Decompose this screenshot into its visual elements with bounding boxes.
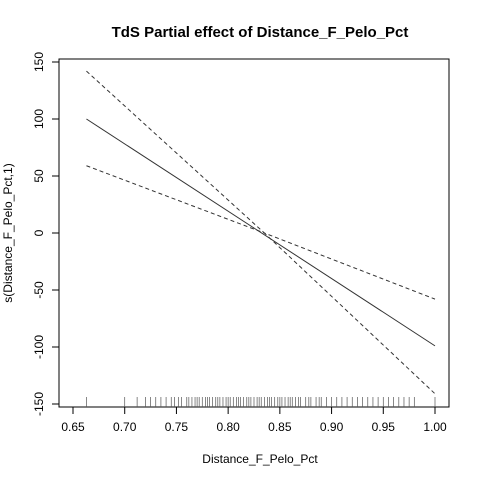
fit-line [86,118,436,347]
lower-line [86,165,436,395]
x-tick-label: 0.80 [216,420,240,434]
y-tick-label: 0 [32,229,46,236]
x-tick-label: 0.75 [165,420,189,434]
y-tick-label: 150 [32,52,46,72]
y-tick-label: -50 [32,281,46,299]
series-lines [86,70,436,395]
y-axis-label: s(Distance_F_Pelo_Pct,1) [1,163,15,302]
rug-marks [86,397,436,407]
x-tick-label: 1.00 [423,420,447,434]
y-tick-label: -100 [32,335,46,359]
plot-frame [58,58,450,408]
y-tick-label: 50 [32,169,46,183]
x-axis: 0.65 0.70 0.75 0.80 0.85 0.90 0.95 1.00 [61,406,447,434]
chart-title: TdS Partial effect of Distance_F_Pelo_Pc… [112,24,409,41]
y-axis: -150 -100 -50 0 50 100 150 [32,52,60,416]
y-tick-label: -150 [32,392,46,416]
x-tick-label: 0.65 [61,420,85,434]
x-tick-label: 0.90 [320,420,344,434]
x-tick-label: 0.85 [268,420,292,434]
upper-line [86,70,436,300]
x-tick-label: 0.95 [372,420,396,434]
y-tick-label: 100 [32,109,46,129]
x-tick-label: 0.70 [113,420,137,434]
x-axis-label: Distance_F_Pelo_Pct [202,452,318,466]
